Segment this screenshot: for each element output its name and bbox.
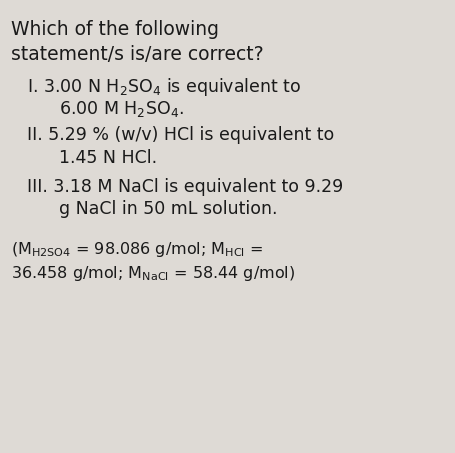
Text: I. 3.00 N H$_2$SO$_4$ is equivalent to: I. 3.00 N H$_2$SO$_4$ is equivalent to xyxy=(27,76,302,98)
Text: 6.00 M H$_2$SO$_4$.: 6.00 M H$_2$SO$_4$. xyxy=(59,99,184,119)
Text: 1.45 N HCl.: 1.45 N HCl. xyxy=(59,149,157,167)
Text: g NaCl in 50 mL solution.: g NaCl in 50 mL solution. xyxy=(59,200,278,218)
Text: Which of the following: Which of the following xyxy=(11,20,219,39)
Text: III. 3.18 M NaCl is equivalent to 9.29: III. 3.18 M NaCl is equivalent to 9.29 xyxy=(27,178,344,196)
Text: statement/s is/are correct?: statement/s is/are correct? xyxy=(11,45,264,64)
Text: II. 5.29 % (w/v) HCl is equivalent to: II. 5.29 % (w/v) HCl is equivalent to xyxy=(27,126,334,144)
Text: 36.458 g/mol; M$_{\mathregular{NaCl}}$ = 58.44 g/mol): 36.458 g/mol; M$_{\mathregular{NaCl}}$ =… xyxy=(11,264,296,283)
Text: (M$_{\mathregular{H2SO4}}$ = 98.086 g/mol; M$_{\mathregular{HCl}}$ =: (M$_{\mathregular{H2SO4}}$ = 98.086 g/mo… xyxy=(11,240,264,259)
